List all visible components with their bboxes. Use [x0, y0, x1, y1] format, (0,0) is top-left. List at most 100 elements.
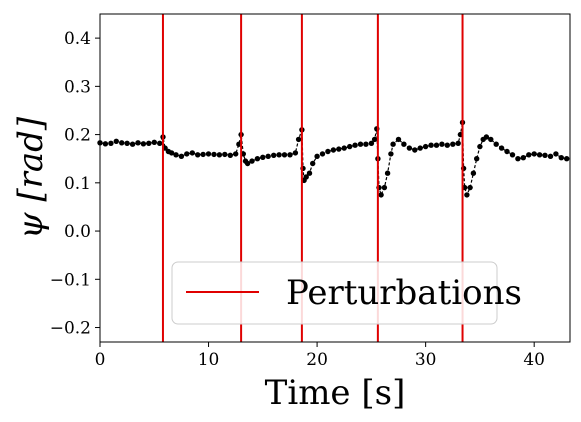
data-point — [417, 145, 423, 151]
x-axis-ticks: 0 10 20 30 40 — [95, 342, 545, 370]
data-point — [483, 134, 490, 140]
y-tick-label: 0.3 — [64, 77, 91, 97]
data-point — [135, 140, 141, 146]
data-point — [254, 156, 261, 162]
data-point — [325, 148, 331, 155]
data-point — [140, 141, 147, 147]
data-point — [488, 136, 494, 143]
data-point — [200, 151, 206, 158]
data-point — [444, 142, 450, 148]
data-point — [222, 151, 228, 158]
data-point — [474, 156, 480, 162]
data-point — [265, 153, 271, 159]
data-point — [281, 152, 288, 158]
data-point — [464, 192, 470, 198]
data-point — [195, 152, 201, 158]
data-point — [558, 155, 564, 161]
x-tick-label: 0 — [95, 350, 106, 370]
data-point — [395, 136, 402, 143]
x-tick-label: 40 — [523, 350, 545, 370]
x-tick-label: 20 — [306, 350, 328, 370]
data-point — [189, 150, 195, 156]
data-point — [205, 151, 212, 157]
data-point — [347, 143, 353, 150]
data-point — [216, 152, 223, 158]
data-point — [401, 141, 407, 147]
data-point — [363, 141, 369, 147]
data-point — [211, 151, 217, 158]
data-point — [388, 151, 394, 157]
data-point — [520, 155, 526, 161]
data-point — [295, 136, 302, 143]
data-point — [330, 147, 337, 153]
data-point — [310, 160, 316, 167]
data-point — [178, 153, 185, 159]
data-point — [314, 153, 320, 159]
data-point — [357, 141, 364, 147]
data-point — [536, 152, 543, 158]
y-axis-label: ψ [rad] — [11, 116, 51, 239]
x-axis-label: Time [s] — [265, 373, 406, 413]
y-tick-label: 0.0 — [64, 222, 91, 242]
data-point — [244, 160, 251, 167]
data-point — [433, 142, 440, 148]
data-point — [368, 140, 375, 146]
data-point — [336, 146, 342, 152]
y-tick-label: 0.1 — [64, 174, 91, 194]
data-point — [129, 141, 136, 147]
data-point — [108, 140, 114, 146]
data-point — [406, 145, 413, 151]
data-point — [168, 150, 175, 156]
data-point — [384, 170, 391, 176]
data-point — [412, 147, 418, 153]
data-point — [124, 140, 130, 146]
y-tick-label: 0.4 — [64, 29, 91, 49]
data-point — [450, 141, 456, 147]
data-point — [102, 141, 109, 147]
y-axis-ticks: −0.2 −0.1 0.0 0.1 0.2 0.3 0.4 — [50, 29, 100, 339]
y-tick-label: −0.1 — [50, 270, 91, 290]
data-point — [371, 136, 378, 143]
data-point — [146, 140, 152, 146]
data-point — [306, 170, 313, 176]
data-point — [151, 139, 157, 145]
data-point — [542, 152, 548, 158]
data-point — [439, 141, 445, 147]
data-point — [470, 170, 477, 176]
data-point — [249, 158, 255, 164]
data-point — [271, 152, 277, 158]
data-point — [455, 140, 461, 146]
data-point — [287, 152, 293, 158]
data-point — [428, 142, 434, 148]
data-point — [227, 152, 233, 158]
data-point — [547, 153, 554, 159]
data-point — [515, 156, 521, 162]
data-point — [378, 192, 384, 198]
data-point — [292, 150, 299, 156]
data-point — [276, 152, 282, 158]
data-point — [184, 151, 190, 157]
data-point — [352, 142, 358, 148]
data-point — [390, 141, 396, 147]
x-tick-label: 10 — [198, 350, 220, 370]
data-point — [173, 152, 179, 158]
series-line — [99, 122, 567, 197]
data-point — [341, 145, 347, 151]
data-point — [509, 152, 516, 158]
data-point — [531, 151, 537, 157]
data-layer — [97, 119, 570, 198]
data-point — [467, 184, 473, 191]
data-point — [477, 143, 483, 150]
data-point — [303, 174, 309, 180]
data-point — [493, 141, 499, 147]
legend-label-perturbations: Perturbations — [286, 273, 522, 313]
data-point — [319, 151, 326, 157]
plot-frame — [99, 13, 571, 343]
legend: Perturbations — [171, 261, 522, 325]
data-point — [381, 184, 388, 191]
data-point — [233, 151, 239, 157]
data-point — [504, 148, 510, 155]
legend-box — [171, 261, 498, 325]
data-point — [564, 156, 570, 162]
